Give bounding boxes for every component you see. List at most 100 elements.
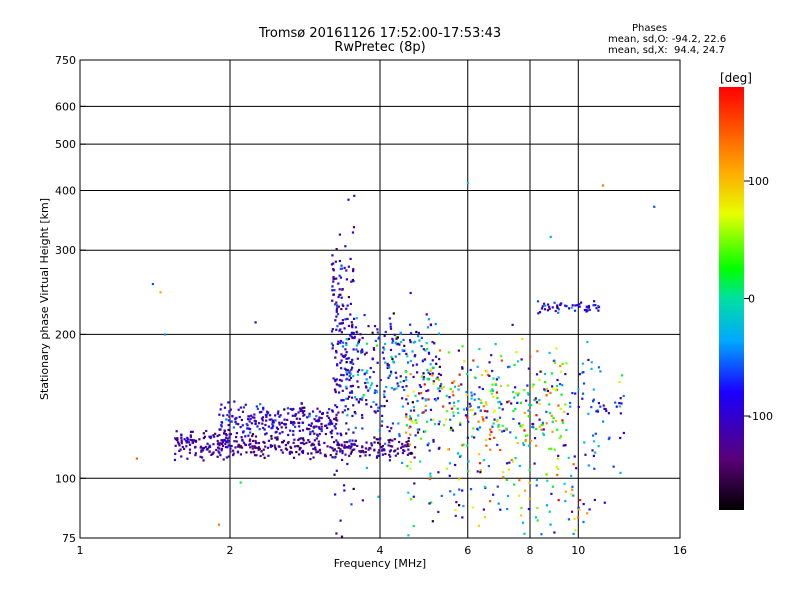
data-point	[336, 419, 339, 422]
data-point	[551, 385, 554, 388]
data-point	[584, 453, 587, 456]
data-point	[408, 426, 411, 429]
data-point	[286, 442, 289, 445]
data-point	[352, 348, 355, 351]
y-tick-label: 200	[55, 328, 76, 341]
data-point	[395, 387, 398, 390]
data-point	[458, 488, 461, 491]
data-point	[556, 467, 560, 471]
data-point	[479, 471, 482, 474]
data-point	[250, 451, 253, 454]
data-point	[369, 384, 373, 387]
data-point	[449, 387, 452, 391]
data-point	[373, 449, 376, 452]
data-point	[352, 487, 355, 491]
data-point	[262, 453, 265, 456]
data-point	[339, 267, 342, 271]
data-point	[379, 437, 382, 440]
data-point	[275, 426, 279, 429]
data-point	[466, 181, 469, 185]
data-point	[345, 432, 348, 435]
data-point	[237, 423, 240, 426]
data-point	[372, 400, 375, 404]
data-point	[382, 357, 385, 360]
data-point	[261, 419, 264, 422]
data-point	[290, 421, 294, 424]
data-point	[539, 370, 542, 373]
data-point	[244, 435, 247, 438]
data-point	[332, 276, 335, 279]
data-point	[335, 439, 338, 442]
x-axis-ticks: 1 2 4 6 8 10 16	[77, 544, 688, 557]
data-point	[186, 457, 189, 460]
data-point	[398, 433, 401, 436]
data-point	[303, 406, 306, 409]
data-point	[512, 417, 515, 421]
data-point	[366, 381, 369, 384]
data-point	[386, 425, 389, 429]
y-axis-label: Stationary phase Virtual Height [km]	[38, 198, 51, 400]
data-point	[557, 308, 560, 311]
data-point	[394, 371, 397, 374]
data-point	[345, 307, 348, 310]
data-point	[411, 350, 414, 353]
data-point	[619, 436, 622, 440]
data-point	[454, 463, 457, 467]
data-point	[258, 428, 261, 431]
data-point	[343, 446, 346, 449]
data-point	[434, 399, 438, 402]
data-point	[448, 396, 451, 399]
data-point	[592, 454, 595, 457]
data-point	[354, 439, 357, 442]
data-point	[355, 398, 358, 401]
data-point	[556, 306, 559, 309]
data-point	[282, 439, 286, 442]
data-point	[255, 405, 258, 408]
y-tick-label: 300	[55, 244, 76, 257]
data-point	[303, 410, 306, 413]
data-point	[514, 457, 517, 460]
data-point	[267, 411, 270, 414]
data-point	[334, 260, 337, 263]
data-point	[482, 405, 485, 408]
data-point	[414, 340, 417, 343]
data-point	[334, 378, 337, 382]
data-point	[394, 355, 397, 358]
data-point	[377, 406, 380, 409]
data-point	[262, 406, 265, 409]
data-point	[531, 425, 534, 429]
data-point	[234, 435, 238, 439]
data-point	[413, 446, 417, 449]
data-point	[405, 424, 409, 427]
data-point	[251, 447, 254, 450]
data-point	[232, 426, 235, 429]
data-point	[192, 439, 195, 442]
data-point	[276, 412, 280, 415]
data-point	[537, 312, 540, 315]
data-point	[357, 342, 360, 345]
data-point	[424, 404, 427, 408]
data-point	[527, 415, 530, 418]
data-point	[359, 333, 362, 336]
data-point	[505, 401, 509, 405]
data-point	[567, 307, 571, 310]
data-point	[438, 387, 441, 390]
data-point	[253, 416, 256, 419]
data-point	[341, 354, 344, 358]
data-point	[622, 394, 625, 398]
data-point	[354, 326, 358, 329]
data-point	[546, 389, 550, 393]
data-point	[328, 421, 331, 424]
data-point	[389, 372, 393, 375]
data-point	[478, 452, 481, 456]
data-point	[405, 440, 408, 444]
data-point	[429, 323, 433, 326]
data-point	[383, 334, 386, 337]
data-point	[296, 444, 299, 448]
data-point	[425, 341, 428, 345]
data-point	[534, 516, 537, 519]
data-point	[518, 422, 521, 425]
data-point	[397, 385, 400, 388]
data-point	[585, 310, 588, 313]
